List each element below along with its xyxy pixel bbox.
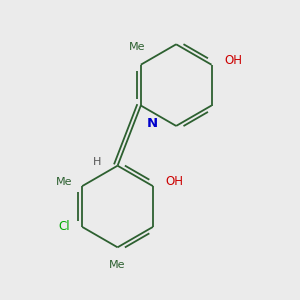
Text: Me: Me xyxy=(56,177,72,187)
Text: N: N xyxy=(146,117,158,130)
Text: Cl: Cl xyxy=(58,220,70,233)
Text: Me: Me xyxy=(109,260,126,270)
Text: H: H xyxy=(92,157,101,166)
Text: OH: OH xyxy=(224,54,242,67)
Text: OH: OH xyxy=(166,176,184,188)
Text: Me: Me xyxy=(128,42,145,52)
